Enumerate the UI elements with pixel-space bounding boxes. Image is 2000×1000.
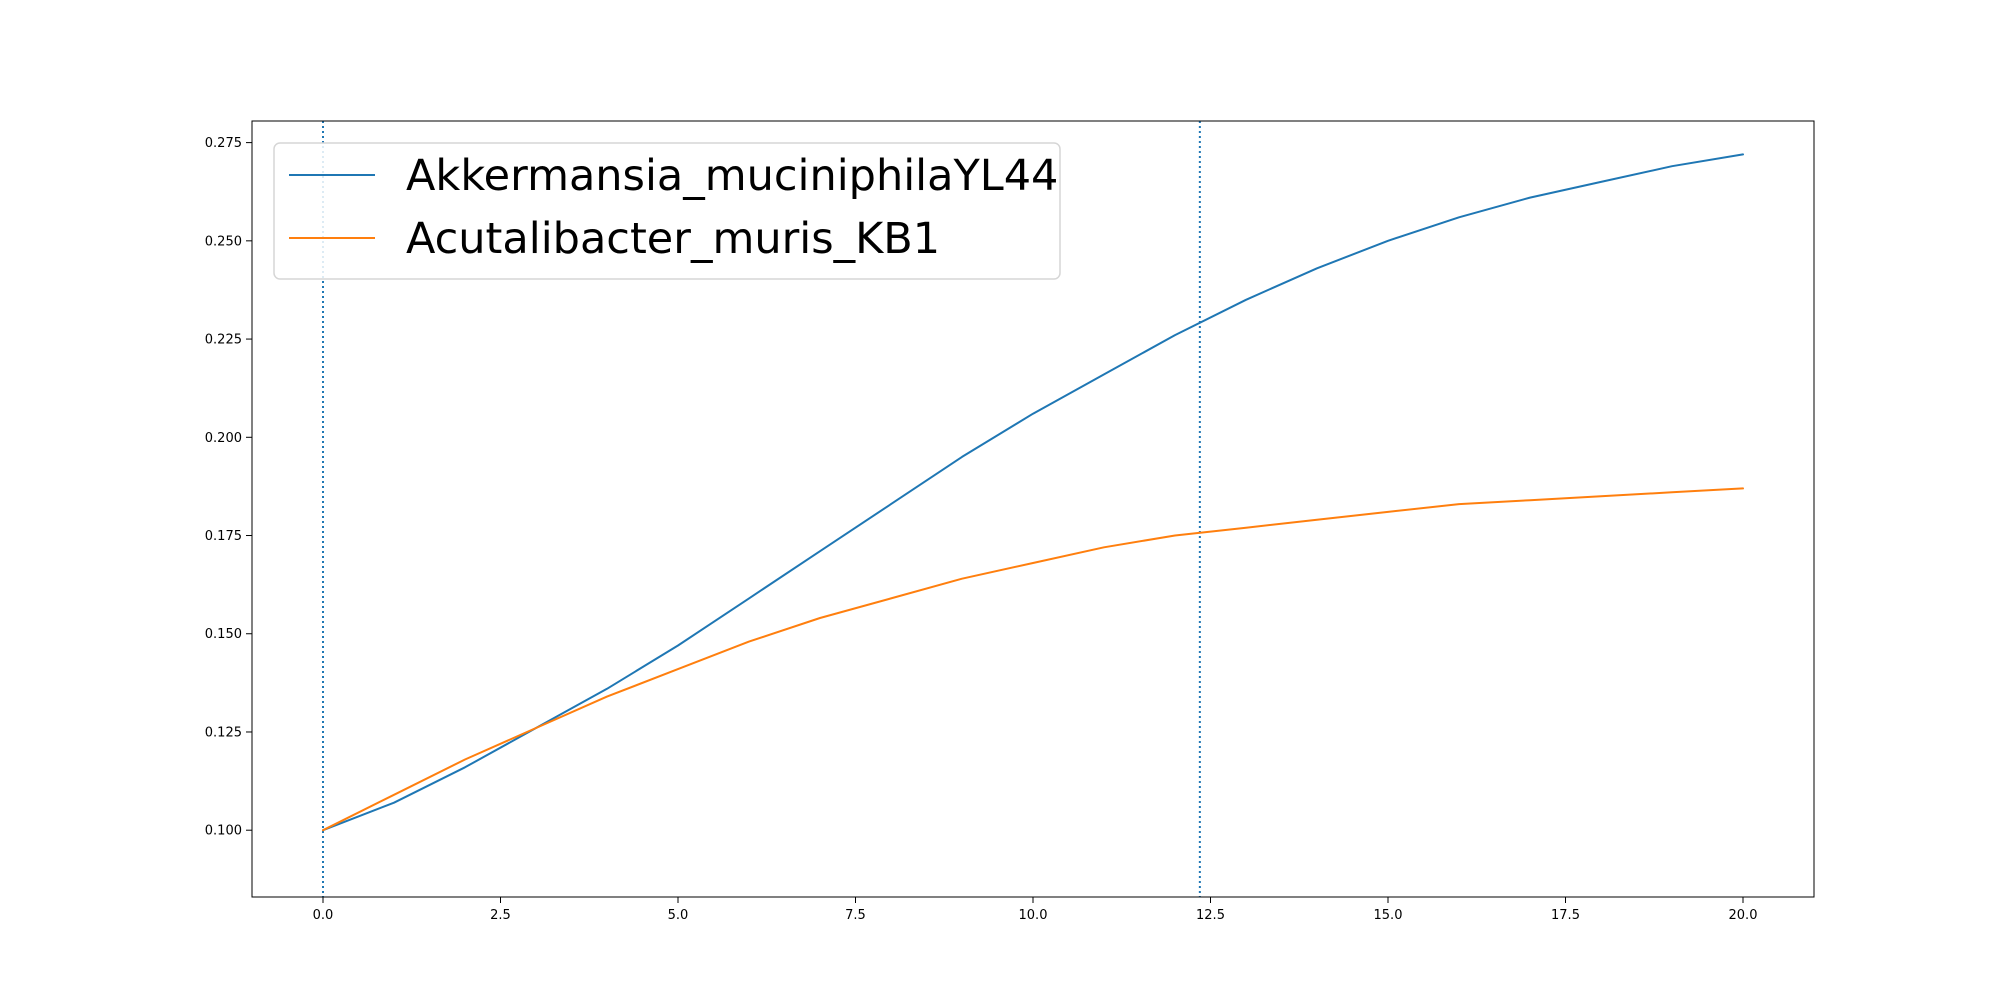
y-tick-label: 0.150 (205, 627, 242, 642)
legend-label-0: Akkermansia_muciniphilaYL44 (406, 151, 1058, 201)
series-lines (322, 153, 1744, 832)
x-tick-label: 0.0 (313, 908, 334, 923)
vertical-lines (322, 121, 1201, 897)
legend-label-1: Acutalibacter_muris_KB1 (406, 214, 940, 264)
x-tick-label: 17.5 (1551, 908, 1580, 923)
x-tick-label: 15.0 (1374, 908, 1403, 923)
series-line-0 (322, 153, 1744, 832)
x-tick-label: 2.5 (490, 908, 511, 923)
legend-box (273, 142, 1061, 280)
legend: Akkermansia_muciniphilaYL44 Acutalibacter… (273, 142, 1061, 280)
x-axis: 0.0 2.5 5.0 7.5 10.0 12.5 15.0 17.5 20.0 (313, 897, 1758, 923)
y-axis: 0.100 0.125 0.150 0.175 0.200 0.225 0.250 0.275 (205, 136, 252, 839)
y-tick-label: 0.275 (205, 136, 242, 151)
y-tick-label: 0.225 (205, 333, 242, 348)
x-tick-label: 5.0 (668, 908, 689, 923)
x-tick-label: 10.0 (1019, 908, 1048, 923)
x-tick-label: 12.5 (1196, 908, 1225, 923)
y-tick-label: 0.250 (205, 234, 242, 249)
y-tick-label: 0.125 (205, 725, 242, 740)
y-tick-label: 0.100 (205, 824, 242, 839)
y-tick-label: 0.175 (205, 529, 242, 544)
y-tick-label: 0.200 (205, 431, 242, 446)
series-line-1 (322, 487, 1744, 832)
x-tick-label: 7.5 (845, 908, 866, 923)
x-tick-label: 20.0 (1729, 908, 1758, 923)
